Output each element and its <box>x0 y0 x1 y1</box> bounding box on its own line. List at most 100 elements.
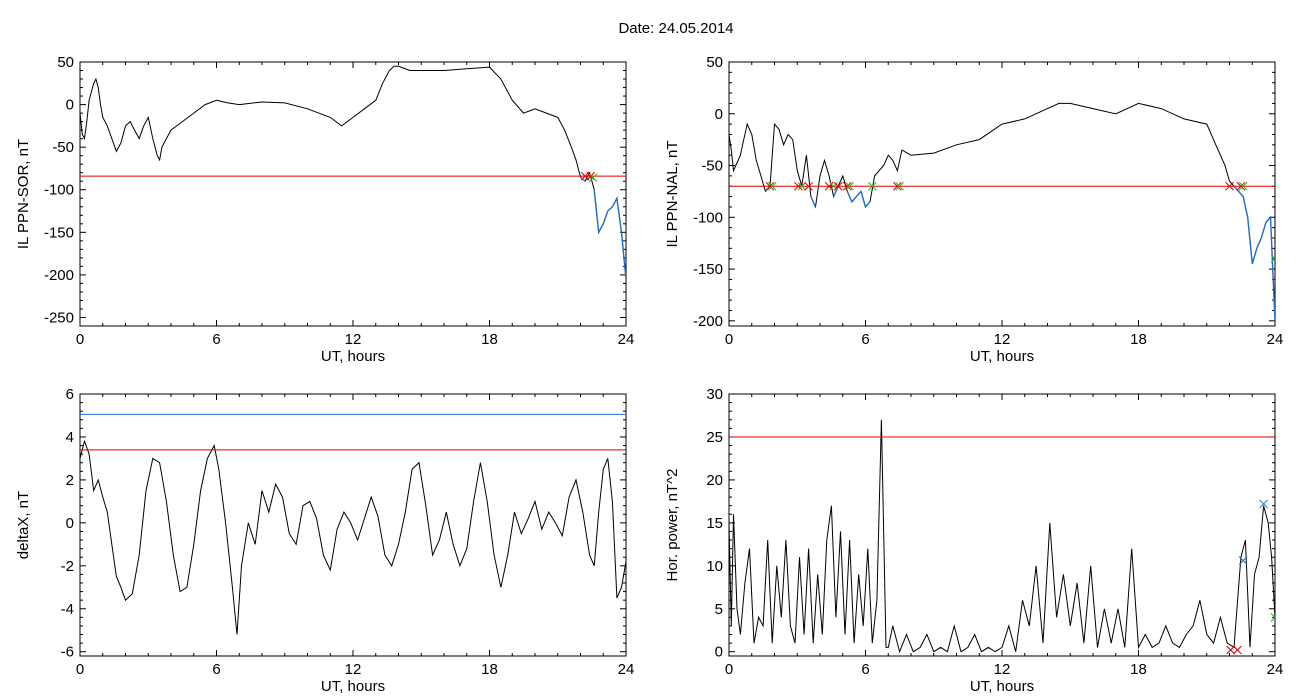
cross-marker <box>1226 645 1235 655</box>
below-threshold-segment <box>832 185 839 197</box>
cross-marker-stroke <box>833 181 843 191</box>
x-tick-label: 12 <box>345 661 362 678</box>
y-tick-label: 20 <box>706 472 723 489</box>
y-tick-label: 50 <box>706 54 723 71</box>
y-tick-label: -50 <box>701 158 723 175</box>
cross-marker-stroke <box>765 181 775 191</box>
cross-marker-stroke <box>895 181 904 191</box>
cross-marker <box>804 181 813 191</box>
y-tick-label: -2 <box>61 558 74 575</box>
cross-marker <box>767 181 777 191</box>
y-tick-label: -6 <box>61 644 74 661</box>
x-tick-label: 6 <box>861 331 869 348</box>
y-tick-label: 0 <box>715 106 723 123</box>
y-tick-label: 2 <box>66 472 74 489</box>
y-tick-label: -50 <box>52 139 74 156</box>
cross-marker <box>842 181 852 191</box>
x-tick-label: 24 <box>618 661 635 678</box>
plot-frame <box>728 393 1276 657</box>
series-line <box>729 102 1275 321</box>
cross-marker <box>824 181 834 191</box>
y-tick-label: -150 <box>44 224 74 241</box>
cross-marker-stroke <box>845 181 854 191</box>
x-tick-label: 18 <box>1130 331 1147 348</box>
x-tick-label: 0 <box>725 661 733 678</box>
x-tick-label: 24 <box>1267 661 1284 678</box>
cross-marker-stroke <box>867 181 877 191</box>
below-threshold-segment <box>810 196 817 208</box>
cross-marker-stroke <box>824 181 834 191</box>
y-axis-label: IL PPN-SOR, nT <box>15 139 32 249</box>
cross-marker <box>829 181 839 191</box>
cross-marker <box>867 181 877 191</box>
cross-marker <box>797 181 807 191</box>
cross-marker-stroke <box>1238 556 1248 566</box>
x-tick-label: 24 <box>1267 331 1284 348</box>
below-threshold-segment <box>1233 185 1275 321</box>
x-tick-label: 6 <box>212 661 220 678</box>
cross-marker-stroke <box>797 181 807 191</box>
cross-marker <box>765 181 775 191</box>
panel-nal: 0 6 12 18 24 50 0 -50 -100 -150 -200 UT, hours IL PP… <box>664 54 1283 365</box>
x-axis-label: UT, hours <box>970 678 1034 695</box>
panel-power: 0 6 12 18 24 30 25 20 15 10 5 0 UT, hours Hor. power,… <box>664 386 1283 695</box>
cross-marker-stroke <box>767 181 777 191</box>
x-axis-label: UT, hours <box>321 678 385 695</box>
x-tick-label: 0 <box>76 331 84 348</box>
series-line <box>729 419 1275 654</box>
plot-frame <box>79 61 627 327</box>
cross-marker <box>1225 181 1234 191</box>
cross-marker <box>833 181 843 191</box>
cross-marker-stroke <box>1238 181 1248 191</box>
cross-marker <box>1233 645 1242 655</box>
below-threshold-segment <box>593 189 626 280</box>
cross-marker-stroke <box>1270 616 1275 622</box>
panel-deltax: 0 6 12 18 24 6 4 2 0 -2 -4 -6 UT, hours deltaX, nT <box>15 386 634 695</box>
y-tick-label: 6 <box>66 386 74 403</box>
y-tick-label: -4 <box>61 601 74 618</box>
cross-marker <box>1236 181 1246 191</box>
x-tick-label: 18 <box>481 331 498 348</box>
x-axis-label: UT, hours <box>970 348 1034 365</box>
y-tick-label: 15 <box>706 515 723 532</box>
x-tick-label: 18 <box>1130 661 1147 678</box>
cross-marker <box>794 181 803 191</box>
cross-marker-stroke <box>1226 645 1235 655</box>
y-tick-label: 4 <box>66 429 74 446</box>
y-tick-label: 10 <box>706 558 723 575</box>
cross-marker <box>895 181 904 191</box>
y-tick-label: 5 <box>715 601 723 618</box>
x-tick-label: 12 <box>994 331 1011 348</box>
cross-marker <box>1270 612 1275 622</box>
x-tick-label: 18 <box>481 661 498 678</box>
y-tick-label: 25 <box>706 429 723 446</box>
x-tick-label: 12 <box>345 331 362 348</box>
x-tick-label: 0 <box>76 661 84 678</box>
y-tick-label: -100 <box>44 182 74 199</box>
panel-sor: 0 6 12 18 24 50 0 -50 -100 -150 -200 -250 UT, hours I… <box>15 54 634 365</box>
y-tick-label: -100 <box>693 209 723 226</box>
cross-marker-stroke <box>794 181 803 191</box>
cross-marker <box>892 181 902 191</box>
x-tick-label: 12 <box>994 661 1011 678</box>
plot-frame <box>79 393 627 657</box>
figure-title: Date: 24.05.2014 <box>618 20 733 37</box>
y-tick-label: -250 <box>44 309 74 326</box>
cross-marker-stroke <box>1225 181 1234 191</box>
x-tick-label: 6 <box>861 661 869 678</box>
cross-marker <box>1259 499 1268 509</box>
y-tick-label: -200 <box>693 313 723 330</box>
cross-marker <box>588 173 598 183</box>
cross-marker-stroke <box>892 181 902 191</box>
y-tick-label: 50 <box>57 54 74 71</box>
y-tick-label: 30 <box>706 386 723 403</box>
cross-marker-stroke <box>1270 612 1275 619</box>
y-tick-label: 0 <box>66 97 74 114</box>
y-axis-label: IL PPN-NAL, nT <box>664 141 681 248</box>
y-tick-label: -200 <box>44 267 74 284</box>
x-tick-label: 0 <box>725 331 733 348</box>
cross-marker <box>845 181 854 191</box>
cross-marker-stroke <box>1259 499 1268 509</box>
y-tick-label: -150 <box>693 261 723 278</box>
